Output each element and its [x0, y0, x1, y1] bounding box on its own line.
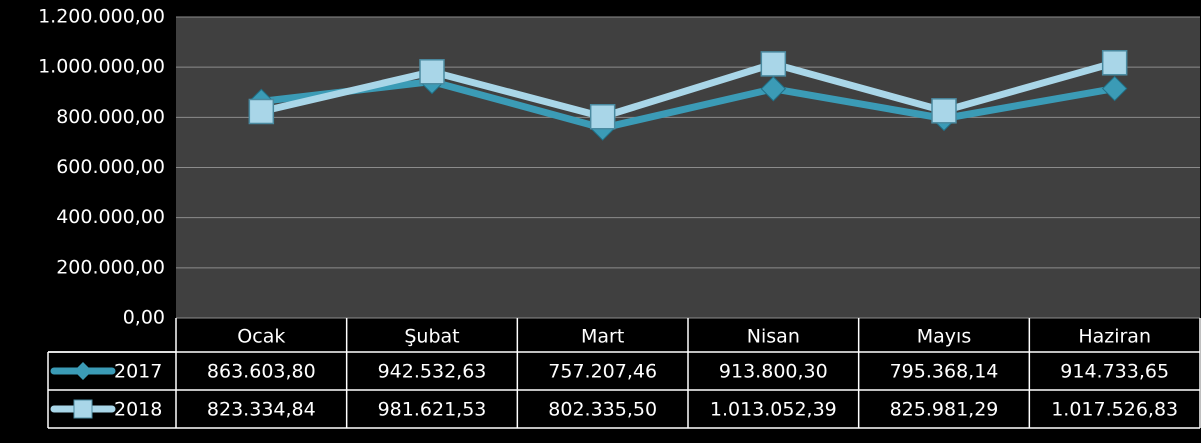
- marker: [931, 98, 957, 124]
- x-tick-label: Mart: [581, 326, 624, 348]
- marker: [760, 76, 787, 102]
- data-table-value: 823.334,84: [207, 399, 316, 421]
- marker: [1101, 50, 1128, 76]
- marker: [1101, 75, 1128, 102]
- data-table-value: 795.368,14: [890, 361, 999, 383]
- x-tick-label: Nisan: [747, 326, 800, 348]
- marker: [760, 51, 787, 77]
- y-tick-label: 1.200.000,00: [38, 6, 165, 28]
- data-table-value: 1.013.052,39: [710, 399, 837, 421]
- x-tick-label: Mayıs: [917, 326, 971, 348]
- legend-label: 2017: [114, 361, 162, 383]
- series-line: [260, 59, 1116, 121]
- x-tick-label: Şubat: [404, 326, 459, 348]
- marker: [419, 59, 445, 85]
- y-tick-label: 1.000.000,00: [38, 56, 165, 78]
- legend-label: 2018: [114, 399, 162, 421]
- data-table-value: 914.733,65: [1060, 361, 1169, 383]
- y-tick-label: 800.000,00: [56, 106, 165, 128]
- y-tick-label: 400.000,00: [56, 206, 165, 228]
- data-table-value: 863.603,80: [207, 361, 316, 383]
- x-tick-label: Haziran: [1078, 326, 1151, 348]
- marker: [248, 98, 275, 125]
- y-tick-label: 200.000,00: [56, 256, 165, 278]
- data-table-value: 913.800,30: [719, 361, 828, 383]
- data-table-value: 1.017.526,83: [1051, 399, 1178, 421]
- data-table-value: 802.335,50: [548, 399, 657, 421]
- y-tick-label: 0,00: [123, 307, 165, 329]
- y-tick-label: 600.000,00: [56, 156, 165, 178]
- data-table-value: 981.621,53: [378, 399, 487, 421]
- data-table-value: 757.207,46: [548, 361, 657, 383]
- data-table-value: 825.981,29: [890, 399, 999, 421]
- series-line: [260, 78, 1116, 132]
- x-tick-label: Ocak: [237, 326, 285, 348]
- legend-marker: [74, 362, 92, 380]
- legend-marker: [73, 399, 93, 419]
- data-table-value: 942.532,63: [378, 361, 487, 383]
- marker: [589, 103, 616, 130]
